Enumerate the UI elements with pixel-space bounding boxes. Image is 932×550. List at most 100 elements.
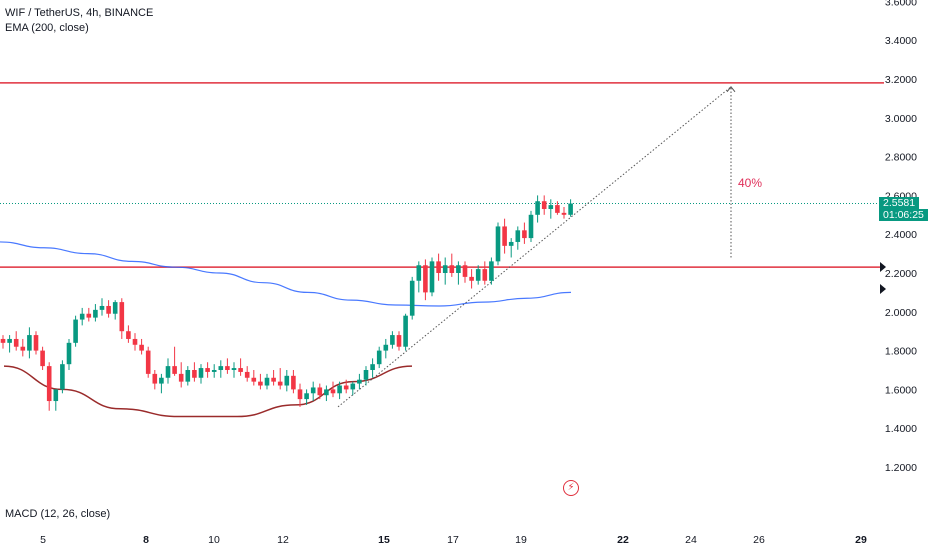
candle	[436, 253, 441, 281]
candle-body	[218, 366, 224, 370]
candle-body	[469, 276, 474, 281]
candle	[159, 373, 164, 394]
candle	[522, 222, 527, 244]
candle	[396, 331, 402, 351]
measure-arrowhead-icon	[726, 85, 736, 93]
candle	[357, 373, 362, 390]
candle	[383, 338, 389, 359]
candle	[409, 276, 415, 320]
candle-body	[86, 313, 92, 318]
candle	[330, 381, 336, 398]
candle-body	[145, 350, 151, 374]
candle	[86, 307, 92, 322]
price-axis[interactable]: 1.2000 1.4000 1.6000 1.8000 2.0000 2.2000 2.40…	[885, 0, 917, 474]
candle-body	[449, 265, 455, 273]
price-tick-label: 1.6000	[885, 384, 917, 396]
ema-legend[interactable]: EMA (200, close)	[5, 22, 89, 34]
candle-body	[343, 385, 349, 390]
candle-body	[46, 366, 52, 402]
candle-body	[264, 377, 270, 386]
candle	[555, 201, 560, 215]
candle-body	[330, 389, 336, 394]
candle	[535, 195, 540, 223]
candle	[60, 360, 65, 394]
candle	[40, 346, 45, 370]
candle-body	[132, 338, 138, 345]
candle-body	[73, 319, 78, 343]
candle-body	[429, 261, 435, 293]
candle	[561, 207, 567, 219]
candle-body	[165, 366, 171, 378]
candle-body	[27, 335, 32, 351]
candle	[172, 346, 177, 376]
candle-body	[436, 261, 441, 273]
candle-body	[192, 370, 197, 378]
macd-legend[interactable]: MACD (12, 26, close)	[5, 508, 111, 520]
candle	[99, 298, 105, 316]
candle-body	[185, 370, 191, 382]
time-tick-label: 5	[40, 534, 46, 546]
candle	[46, 362, 52, 411]
candle-body	[535, 201, 540, 215]
candle	[324, 385, 329, 402]
lightning-bolt-icon[interactable]: ⚡	[563, 480, 579, 496]
flag-marker-icon[interactable]	[880, 262, 886, 272]
candle	[7, 335, 12, 353]
candle-body	[528, 214, 534, 239]
candle-body	[482, 269, 488, 281]
flag-marker-icon[interactable]	[880, 284, 886, 294]
candle	[462, 261, 468, 283]
candle-body	[502, 226, 507, 246]
candle	[119, 298, 125, 339]
price-tick-label: 2.2000	[885, 268, 917, 280]
candle	[66, 338, 72, 370]
candle	[106, 300, 111, 318]
candle-body	[205, 368, 210, 372]
time-tick-label: 24	[685, 534, 697, 546]
candle	[363, 366, 369, 386]
candle	[515, 226, 521, 250]
candle-body	[79, 313, 85, 320]
candle	[93, 304, 98, 322]
candle-body	[93, 309, 98, 318]
candle-body	[548, 205, 554, 209]
symbol-legend[interactable]: WIF / TetherUS, 4h, BINANCE	[5, 7, 154, 19]
candle	[192, 362, 197, 382]
candles	[0, 195, 573, 411]
candle-body	[390, 335, 395, 345]
candle-body	[376, 350, 382, 365]
time-axis[interactable]: 5 8 10 12 15 17 19 22 24 26 29	[40, 534, 867, 546]
candle-body	[291, 375, 296, 390]
dotted-trendline[interactable]	[337, 86, 732, 408]
candle-body	[119, 302, 125, 332]
time-tick-label: 22	[617, 534, 629, 546]
candle	[79, 307, 85, 326]
candle-body	[370, 364, 375, 370]
candle	[376, 346, 382, 369]
candle	[442, 257, 448, 285]
candle	[231, 362, 237, 378]
candle-body	[363, 370, 369, 380]
candle-body	[0, 338, 6, 343]
candle-body	[495, 226, 501, 262]
candle-body	[383, 344, 389, 351]
candle	[423, 259, 428, 301]
candle	[416, 261, 422, 293]
candle	[469, 269, 474, 289]
candle-body	[211, 370, 217, 372]
candle-body	[99, 305, 105, 310]
candle-body	[442, 265, 448, 273]
time-tick-label: 15	[378, 534, 390, 546]
candle	[482, 261, 488, 285]
candle-body	[152, 373, 158, 384]
candle	[541, 195, 547, 215]
candle	[132, 333, 138, 351]
candle-body	[231, 368, 237, 370]
price-tick-label: 1.8000	[885, 346, 917, 358]
candle-body	[423, 265, 428, 293]
candle	[178, 362, 184, 388]
candle	[475, 265, 481, 285]
ema-200-path[interactable]	[0, 241, 572, 307]
candle	[528, 210, 534, 242]
